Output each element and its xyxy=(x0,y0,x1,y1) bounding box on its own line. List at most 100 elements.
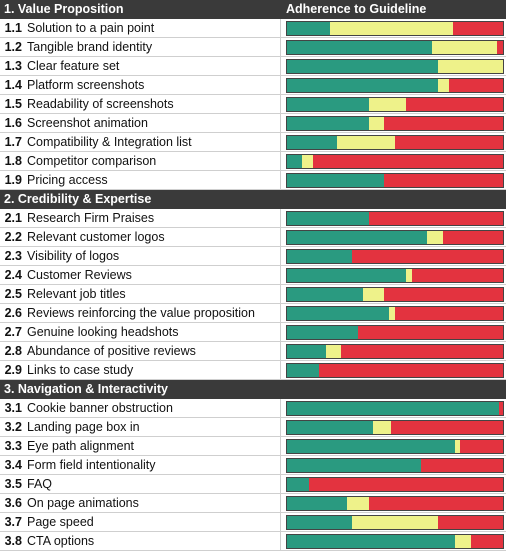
bar-segment-red xyxy=(384,117,503,130)
table-row: 3.7 Page speed xyxy=(0,513,506,532)
bar-segment-red xyxy=(384,174,503,187)
bar-segment-green xyxy=(287,41,432,54)
table-row: 2.4 Customer Reviews xyxy=(0,266,506,285)
adherence-bar xyxy=(286,97,504,112)
table-row: 1.6 Screenshot animation xyxy=(0,114,506,133)
bar-segment-yellow xyxy=(369,98,406,111)
bar-segment-red xyxy=(358,326,503,339)
bar-segment-red xyxy=(384,288,503,301)
table-row: 3.8 CTA options xyxy=(0,532,506,551)
row-number: 2.3 xyxy=(4,249,22,263)
row-number: 2.4 xyxy=(4,268,22,282)
adherence-bar xyxy=(286,135,504,150)
row-number: 3.1 xyxy=(4,401,22,415)
bar-segment-red xyxy=(394,307,503,320)
bar-segment-yellow xyxy=(455,535,471,548)
adherence-bar xyxy=(286,534,504,549)
row-label-cell: 2.6 Reviews reinforcing the value proposi… xyxy=(0,304,281,322)
row-label: Tangible brand identity xyxy=(27,40,153,54)
row-label: Abundance of positive reviews xyxy=(27,344,196,358)
bar-segment-green xyxy=(287,269,406,282)
table-row: 3.3 Eye path alignment xyxy=(0,437,506,456)
table-row: 1.3 Clear feature set xyxy=(0,57,506,76)
row-label: Reviews reinforcing the value propositio… xyxy=(27,306,255,320)
table-row: 1.4 Platform screenshots xyxy=(0,76,506,95)
bar-segment-green xyxy=(287,231,428,244)
row-number: 1.1 xyxy=(4,21,22,35)
row-label-cell: 1.1 Solution to a pain point xyxy=(0,19,281,37)
bar-segment-green xyxy=(287,459,421,472)
row-label-cell: 1.4 Platform screenshots xyxy=(0,76,281,94)
row-label: Landing page box in xyxy=(27,420,140,434)
table-row: 2.9 Links to case study xyxy=(0,361,506,380)
row-label: Relevant customer logos xyxy=(27,230,165,244)
row-label-cell: 3.2 Landing page box in xyxy=(0,418,281,436)
bar-segment-green xyxy=(287,440,456,453)
row-number: 1.6 xyxy=(4,116,22,130)
table-row: 3.2 Landing page box in xyxy=(0,418,506,437)
row-number: 2.1 xyxy=(4,211,22,225)
bar-segment-red xyxy=(438,516,503,529)
bar-segment-green xyxy=(287,79,439,92)
row-label: Competitor comparison xyxy=(27,154,157,168)
table-row: 2.6 Reviews reinforcing the value proposi… xyxy=(0,304,506,323)
bar-segment-green xyxy=(287,155,303,168)
row-label: Form field intentionality xyxy=(27,458,156,472)
table-row: 1.9 Pricing access xyxy=(0,171,506,190)
row-number: 3.6 xyxy=(4,496,22,510)
bar-segment-yellow xyxy=(336,136,395,149)
bar-segment-green xyxy=(287,98,370,111)
row-label-cell: 1.7 Compatibility & Integration list xyxy=(0,133,281,151)
bar-segment-yellow xyxy=(362,288,385,301)
row-number: 2.7 xyxy=(4,325,22,339)
bar-segment-red xyxy=(351,250,503,263)
bar-segment-green xyxy=(287,288,363,301)
bar-segment-green xyxy=(287,535,456,548)
bar-segment-yellow xyxy=(427,231,443,244)
row-label: Solution to a pain point xyxy=(27,21,155,35)
bar-segment-red xyxy=(412,269,503,282)
bar-segment-red xyxy=(405,98,503,111)
bar-segment-red xyxy=(308,478,503,491)
row-number: 1.4 xyxy=(4,78,22,92)
bar-segment-red xyxy=(498,402,503,415)
row-number: 2.2 xyxy=(4,230,22,244)
row-label: Screenshot animation xyxy=(27,116,148,130)
bar-segment-green xyxy=(287,345,326,358)
row-label-cell: 3.4 Form field intentionality xyxy=(0,456,281,474)
row-label-cell: 2.4 Customer Reviews xyxy=(0,266,281,284)
row-number: 1.7 xyxy=(4,135,22,149)
table-row: 1.8 Competitor comparison xyxy=(0,152,506,171)
adherence-bar xyxy=(286,21,504,36)
row-label-cell: 3.1 Cookie banner obstruction xyxy=(0,399,281,417)
row-number: 3.8 xyxy=(4,534,22,548)
row-number: 1.9 xyxy=(4,173,22,187)
adherence-bar xyxy=(286,401,504,416)
row-label-cell: 3.3 Eye path alignment xyxy=(0,437,281,455)
bar-segment-green xyxy=(287,136,337,149)
row-label: Compatibility & Integration list xyxy=(27,135,192,149)
row-label-cell: 3.6 On page animations xyxy=(0,494,281,512)
row-number: 3.4 xyxy=(4,458,22,472)
bar-segment-green xyxy=(287,307,389,320)
adherence-bar xyxy=(286,154,504,169)
adherence-bar xyxy=(286,287,504,302)
row-label: Relevant job titles xyxy=(27,287,126,301)
column-header: Adherence to Guideline xyxy=(286,2,427,16)
row-label: Customer Reviews xyxy=(27,268,132,282)
bar-segment-yellow xyxy=(325,345,341,358)
row-number: 3.5 xyxy=(4,477,22,491)
section-title: 1. Value Proposition xyxy=(4,2,124,16)
table-row: 2.3 Visibility of logos xyxy=(0,247,506,266)
bar-segment-red xyxy=(369,212,503,225)
bar-segment-yellow xyxy=(302,155,313,168)
section-header: 3. Navigation & Interactivity xyxy=(0,380,506,399)
row-label: Research Firm Praises xyxy=(27,211,155,225)
bar-segment-green xyxy=(287,364,320,377)
adherence-bar xyxy=(286,344,504,359)
bar-segment-yellow xyxy=(405,269,413,282)
row-label: Links to case study xyxy=(27,363,134,377)
bar-segment-red xyxy=(470,535,503,548)
adherence-bar xyxy=(286,59,504,74)
